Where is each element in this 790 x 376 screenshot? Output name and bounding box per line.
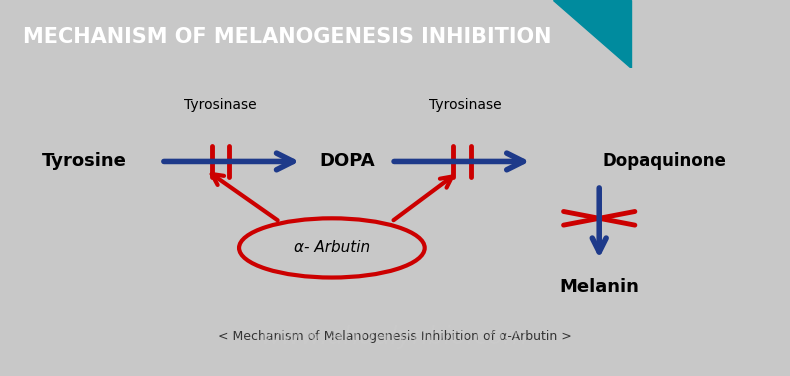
Text: α- Arbutin: α- Arbutin bbox=[294, 240, 370, 255]
Text: www.ahualynbio.com: www.ahualynbio.com bbox=[261, 324, 529, 349]
Text: DOPA: DOPA bbox=[319, 152, 374, 170]
Text: < Mechanism of Melanogenesis Inhibition of α-Arbutin >: < Mechanism of Melanogenesis Inhibition … bbox=[218, 330, 572, 343]
Text: Tyrosine: Tyrosine bbox=[42, 152, 127, 170]
Text: Tyrosinase: Tyrosinase bbox=[184, 98, 257, 112]
Polygon shape bbox=[553, 0, 631, 68]
Text: Dopaquinone: Dopaquinone bbox=[603, 152, 727, 170]
Text: Tyrosinase: Tyrosinase bbox=[429, 98, 502, 112]
Text: MECHANISM OF MELANOGENESIS INHIBITION: MECHANISM OF MELANOGENESIS INHIBITION bbox=[23, 27, 551, 47]
Text: Melanin: Melanin bbox=[559, 278, 639, 296]
